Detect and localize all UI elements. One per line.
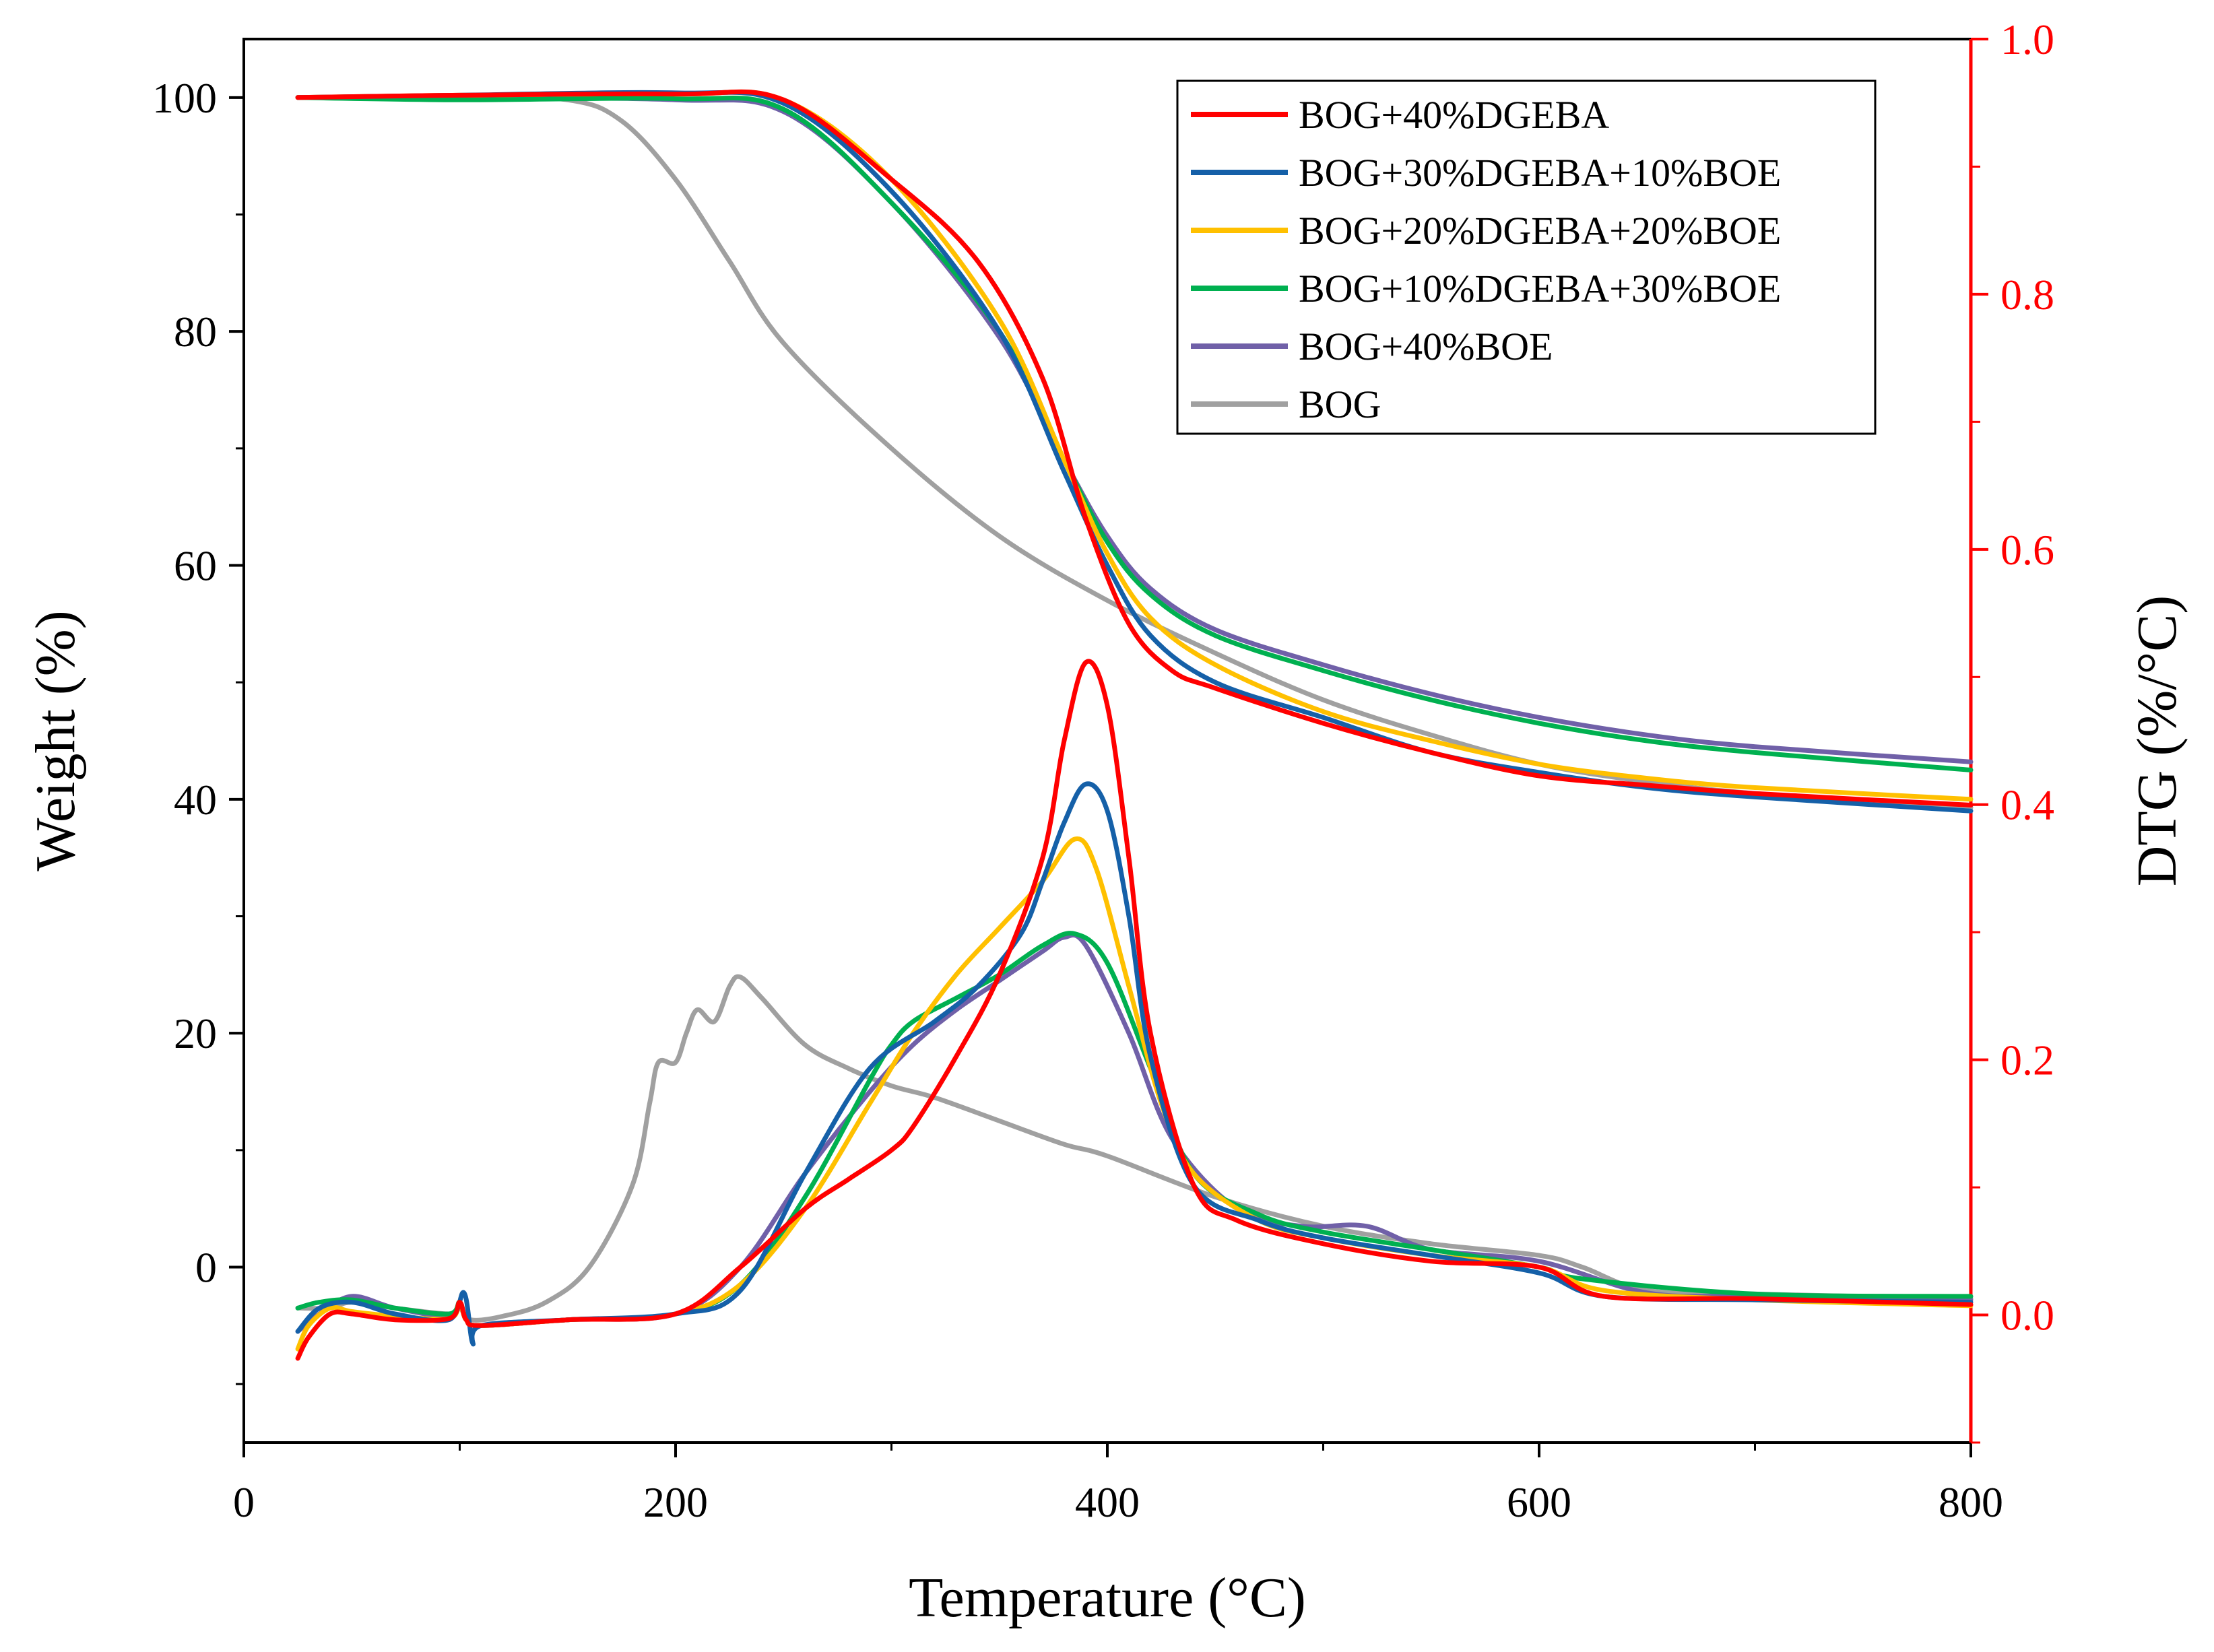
left-tick-label: 60: [174, 542, 217, 590]
legend-label-bog: BOG: [1299, 383, 1381, 426]
left-tick-label: 0: [195, 1244, 217, 1292]
weight-curves: [295, 89, 1974, 814]
right-tick-label: 0.8: [2000, 271, 2054, 319]
x-tick-label: 800: [1939, 1478, 2003, 1526]
left-tick-label: 20: [174, 1010, 217, 1057]
left-tick-label: 100: [152, 74, 217, 122]
dtg-line-bog-30-dgeba-10-boe: [295, 781, 1974, 1347]
legend-label-bog-40-dgeba: BOG+40%DGEBA: [1299, 93, 1609, 137]
x-tick-label: 600: [1507, 1478, 1571, 1526]
legend: BOG+40%DGEBA BOG+30%DGEBA+10%BOE BOG+20%DG…: [1176, 79, 1877, 435]
left-axis-ticks: 0 20 40 60 80 100: [152, 74, 244, 1385]
legend-label-bog-20-dgeba-20-boe: BOG+20%DGEBA+20%BOE: [1299, 209, 1781, 253]
left-tick-label: 40: [174, 776, 217, 824]
legend-label-bog-10-dgeba-30-boe: BOG+10%DGEBA+30%BOE: [1299, 267, 1781, 310]
dtg-curves: [295, 659, 1974, 1361]
right-tick-label: 0.4: [2000, 781, 2054, 829]
x-tick-label: 200: [643, 1478, 708, 1526]
x-tick-label: 0: [233, 1478, 255, 1526]
right-tick-label: 0.6: [2000, 526, 2054, 574]
dtg-line-bog: [295, 974, 1974, 1323]
legend-box: [1176, 79, 1877, 435]
dtg-line-bog-10-dgeba-30-boe: [295, 931, 1974, 1328]
weight-line-bog-10-dgeba-30-boe: [295, 95, 1974, 772]
left-tick-label: 80: [174, 308, 217, 356]
dtg-line-bog-40-boe: [295, 932, 1974, 1334]
dtg-line-bog-40-dgeba: [295, 659, 1974, 1361]
legend-label-bog-30-dgeba-10-boe: BOG+30%DGEBA+10%BOE: [1299, 151, 1781, 195]
left-axis-title: Weight (%): [24, 610, 87, 871]
legend-label-bog-40-boe: BOG+40%BOE: [1299, 325, 1553, 368]
x-axis-title: Temperature (°C): [909, 1566, 1306, 1629]
right-tick-label: 0.0: [2000, 1292, 2054, 1340]
weight-line-bog-40-dgeba: [295, 89, 1974, 807]
right-tick-label: 1.0: [2000, 15, 2054, 63]
right-tick-label: 0.2: [2000, 1036, 2054, 1084]
right-axis-title: DTG (%/°C): [2126, 595, 2188, 887]
x-tick-label: 400: [1075, 1478, 1140, 1526]
x-axis-ticks: 0 200 400 600 800: [233, 1443, 2003, 1526]
legend-items: BOG+40%DGEBA BOG+30%DGEBA+10%BOE BOG+20%DG…: [1191, 93, 1781, 426]
right-axis-ticks: 0.0 0.2 0.4 0.6 0.8 1.0: [1971, 15, 2054, 1444]
